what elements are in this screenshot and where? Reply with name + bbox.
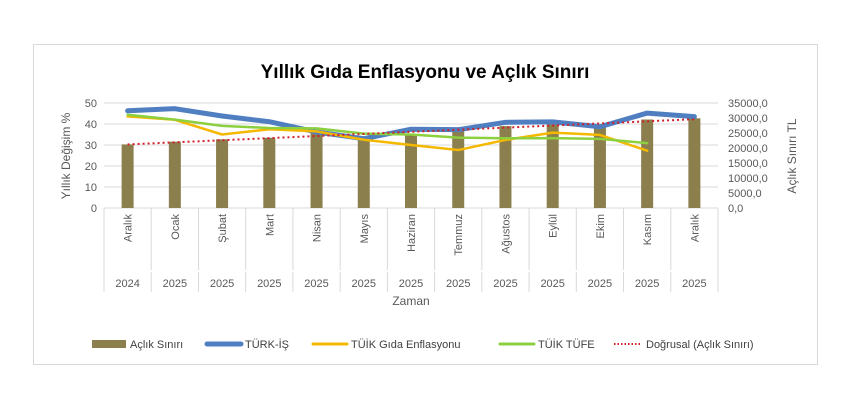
x-tick-year: 2025 [682, 278, 706, 290]
legend-swatch [92, 340, 126, 348]
x-tick-month: Eylül [548, 214, 560, 238]
y-tick-left: 30 [85, 140, 97, 152]
x-tick-year: 2025 [210, 278, 234, 290]
x-tick-year: 2025 [304, 278, 328, 290]
series-line-0 [125, 106, 697, 142]
y-tick-right: 0,0 [728, 203, 743, 215]
bar-acklik-siniri [688, 118, 701, 208]
x-tick-month: Mart [264, 214, 276, 236]
x-tick-month: Haziran [406, 214, 418, 252]
y-tick-left: 0 [91, 203, 97, 215]
x-tick-month: Ocak [170, 214, 182, 240]
y-tick-left: 40 [85, 119, 97, 131]
x-tick-month: Mayıs [359, 214, 371, 244]
bar-acklik-siniri [593, 126, 606, 208]
x-tick-month: Aralık [123, 214, 135, 243]
x-tick-year: 2025 [588, 278, 612, 290]
legend-item: TÜİK TÜFE [538, 338, 595, 351]
x-axis-label: Zaman [392, 294, 429, 308]
bar-acklik-siniri [641, 119, 654, 208]
bar-acklik-siniri [263, 137, 276, 208]
bar-acklik-siniri [310, 131, 323, 208]
y-tick-right: 20000,0 [728, 143, 768, 155]
bar-acklik-siniri [452, 130, 465, 208]
chart-title: Yıllık Gıda Enflasyonu ve Açlık Sınırı [261, 62, 590, 83]
y-tick-right: 15000,0 [728, 158, 768, 170]
x-tick-month: Şubat [217, 214, 229, 243]
y-tick-right: 30000,0 [728, 113, 768, 125]
chart-frame [33, 44, 818, 365]
y-axis-label-left: Yıllık Değişim % [59, 112, 73, 199]
x-tick-month: Kasım [642, 214, 654, 245]
legend-item: TÜRK-İŞ [245, 338, 289, 351]
y-tick-left: 50 [85, 98, 97, 110]
bar-acklik-siniri [168, 141, 181, 208]
x-tick-year: 2025 [399, 278, 423, 290]
bar-acklik-siniri [546, 123, 559, 208]
y-tick-right: 5000,0 [728, 188, 762, 200]
x-tick-year: 2025 [493, 278, 517, 290]
x-tick-month: Ekim [595, 214, 607, 238]
series-line-2 [126, 113, 649, 145]
y-axis-label-right: Açlık Sınırı TL [785, 118, 799, 193]
x-tick-month: Temmuz [453, 214, 465, 256]
x-tick-year: 2025 [635, 278, 659, 290]
y-tick-right: 10000,0 [728, 173, 768, 185]
x-tick-year: 2025 [163, 278, 187, 290]
bar-acklik-siniri [499, 126, 512, 208]
bar-acklik-siniri [405, 134, 417, 208]
x-tick-month: Aralık [689, 214, 701, 243]
x-tick-year: 2024 [115, 278, 139, 290]
x-tick-year: 2025 [446, 278, 470, 290]
legend-item: Doğrusal (Açlık Sınırı) [646, 339, 754, 351]
series-line-1 [126, 115, 649, 152]
y-tick-right: 35000,0 [728, 98, 768, 110]
legend-item: Açlık Sınırı [130, 339, 183, 351]
x-tick-year: 2025 [540, 278, 564, 290]
y-tick-right: 25000,0 [728, 128, 768, 140]
x-tick-month: Nisan [312, 214, 324, 242]
x-tick-year: 2025 [352, 278, 376, 290]
y-tick-left: 20 [85, 161, 97, 173]
legend-item: TÜİK Gıda Enflasyonu [351, 338, 460, 351]
x-tick-year: 2025 [257, 278, 281, 290]
x-tick-month: Ağustos [500, 214, 512, 254]
y-tick-left: 10 [85, 182, 97, 194]
bar-acklik-siniri [357, 139, 370, 208]
bar-acklik-siniri [121, 144, 134, 208]
bar-acklik-siniri [216, 139, 229, 208]
